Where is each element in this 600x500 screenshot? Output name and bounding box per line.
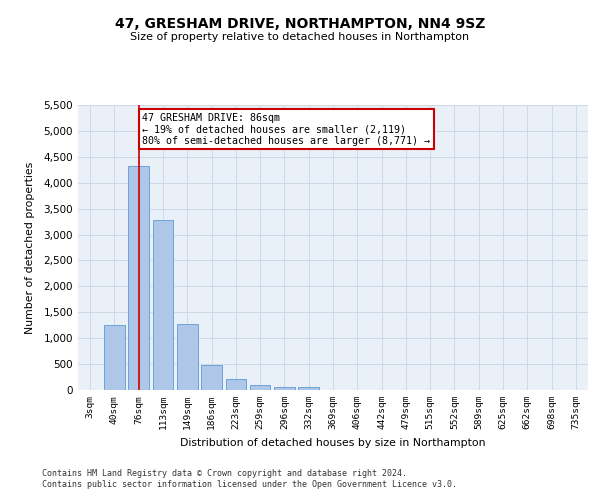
Bar <box>226 379 246 390</box>
Bar <box>250 386 271 390</box>
X-axis label: Distribution of detached houses by size in Northampton: Distribution of detached houses by size … <box>180 438 486 448</box>
Bar <box>201 364 222 390</box>
Bar <box>298 387 319 390</box>
Text: Contains HM Land Registry data © Crown copyright and database right 2024.: Contains HM Land Registry data © Crown c… <box>42 468 407 477</box>
Text: 47 GRESHAM DRIVE: 86sqm
← 19% of detached houses are smaller (2,119)
80% of semi: 47 GRESHAM DRIVE: 86sqm ← 19% of detache… <box>142 113 430 146</box>
Bar <box>274 388 295 390</box>
Bar <box>128 166 149 390</box>
Text: Size of property relative to detached houses in Northampton: Size of property relative to detached ho… <box>130 32 470 42</box>
Text: Contains public sector information licensed under the Open Government Licence v3: Contains public sector information licen… <box>42 480 457 489</box>
Text: 47, GRESHAM DRIVE, NORTHAMPTON, NN4 9SZ: 47, GRESHAM DRIVE, NORTHAMPTON, NN4 9SZ <box>115 18 485 32</box>
Bar <box>152 220 173 390</box>
Bar <box>177 324 197 390</box>
Bar <box>104 324 125 390</box>
Y-axis label: Number of detached properties: Number of detached properties <box>25 162 35 334</box>
